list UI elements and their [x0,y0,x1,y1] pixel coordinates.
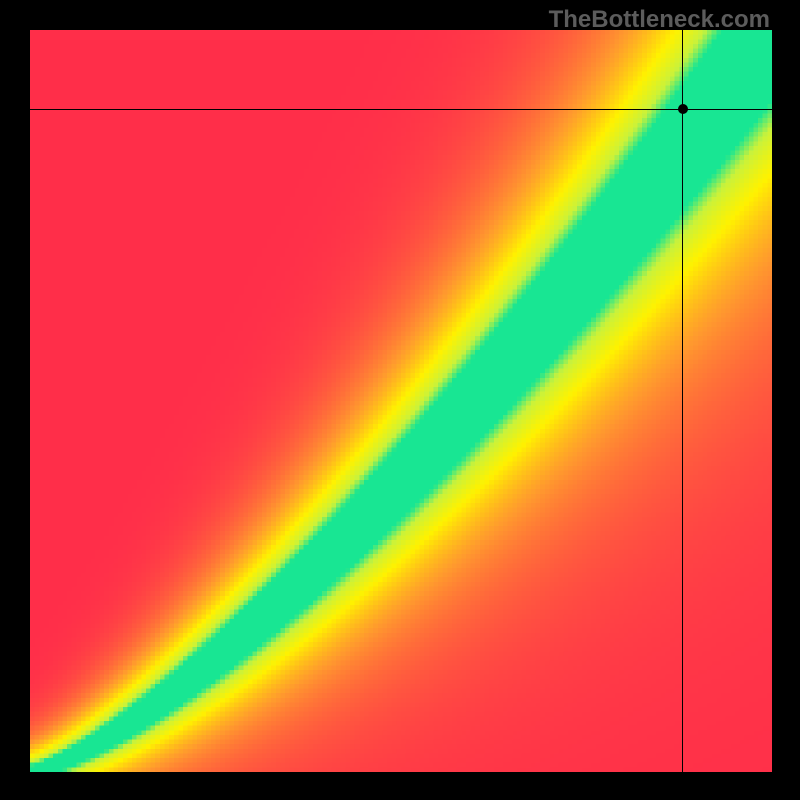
bottleneck-heatmap [30,30,772,772]
crosshair-horizontal-line [30,109,772,110]
watermark-text: TheBottleneck.com [549,6,770,34]
crosshair-vertical-line [682,30,683,772]
